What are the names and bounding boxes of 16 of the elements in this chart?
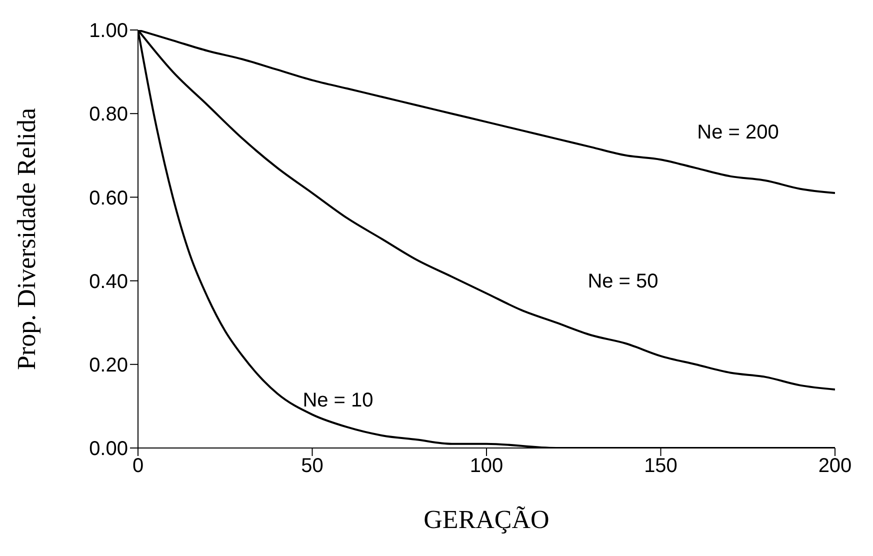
y-axis-title: Prop. Diversidade Relida <box>12 107 42 370</box>
annotation: Ne = 200 <box>697 121 779 144</box>
annotation: Ne = 10 <box>302 389 374 412</box>
x-tick-label: 50 <box>301 455 324 478</box>
y-tick-label: 0.00 <box>89 438 128 460</box>
x-tick-label: 150 <box>644 455 678 478</box>
x-tick-label: 200 <box>818 455 852 478</box>
x-tick-label: 0 <box>132 455 144 478</box>
x-axis-title: GERAÇÃO <box>424 505 550 534</box>
y-tick-label: 0.20 <box>89 354 128 376</box>
y-tick-label: 0.40 <box>89 270 128 293</box>
x-tick-label: 100 <box>470 455 504 478</box>
y-tick-label: 1.00 <box>89 20 128 42</box>
y-tick-label: 0.80 <box>89 104 128 126</box>
annotation: Ne = 50 <box>588 270 658 292</box>
y-tick-label: 0.60 <box>89 187 128 210</box>
